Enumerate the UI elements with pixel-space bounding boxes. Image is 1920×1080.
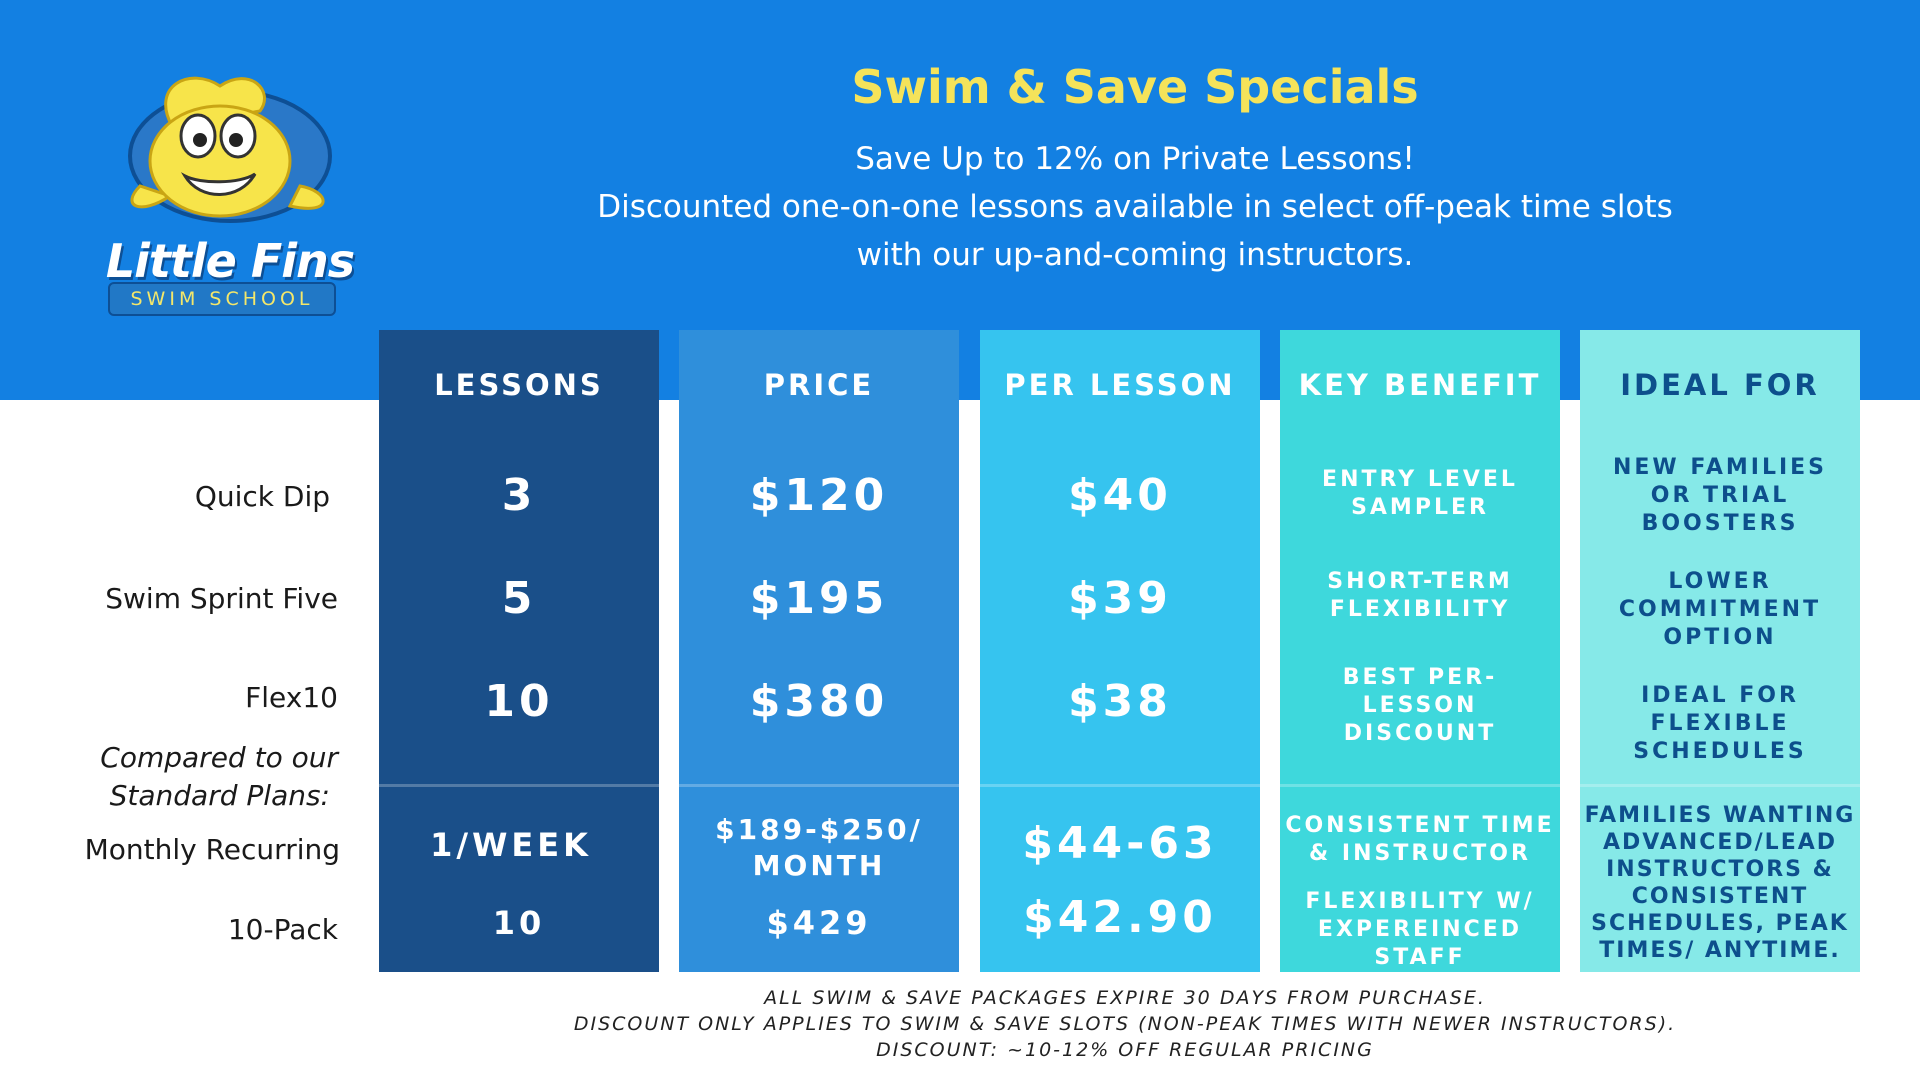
benefit-line: & INSTRUCTOR — [1309, 841, 1531, 866]
price-monthly-line: MONTH — [752, 849, 886, 882]
ideal-line: CONSISTENT — [1631, 884, 1809, 909]
ideal-line: OR TRIAL — [1650, 483, 1790, 508]
brand-tagline: SWIM SCHOOL — [130, 288, 314, 310]
lessons-monthly: 1/WEEK — [430, 826, 592, 864]
column-header-ideal-for: IDEAL FOR — [1620, 368, 1820, 402]
footer-line: ALL SWIM & SAVE PACKAGES EXPIRE 30 DAYS … — [764, 987, 1486, 1009]
benefit-line: STAFF — [1374, 945, 1466, 970]
fish-mascot-icon — [128, 76, 332, 223]
subtitle-line: with our up-and-coming instructors. — [856, 237, 1414, 273]
column-divider — [1580, 784, 1860, 787]
benefit-line: LESSON — [1362, 693, 1478, 718]
column-divider — [379, 784, 659, 787]
ideal-line: OPTION — [1663, 625, 1777, 650]
column-ideal-for: IDEAL FOR NEW FAMILIES OR TRIAL BOOSTERS… — [1580, 330, 1860, 972]
footer-line: DISCOUNT ONLY APPLIES TO SWIM & SAVE SLO… — [573, 1013, 1677, 1035]
column-header-key-benefit: KEY BENEFIT — [1298, 368, 1542, 402]
ideal-line: FLEXIBLE — [1650, 711, 1790, 736]
column-key-benefit: KEY BENEFIT ENTRY LEVEL SAMPLER SHORT-TE… — [1280, 330, 1560, 972]
ideal-line: ADVANCED/LEAD — [1602, 830, 1838, 855]
row-label-10-pack: 10-Pack — [227, 913, 338, 946]
ideal-flex10: IDEAL FOR FLEXIBLE SCHEDULES — [1580, 682, 1860, 766]
lessons-10-pack: 10 — [492, 904, 546, 942]
lessons-quick-dip: 3 — [501, 470, 537, 521]
ideal-line: IDEAL FOR — [1641, 683, 1799, 708]
ideal-line: COMMITMENT — [1618, 597, 1822, 622]
per-lesson-10-pack: $42.90 — [1023, 892, 1217, 943]
benefit-line: DISCOUNT — [1343, 721, 1497, 746]
brand-name: Little Fins — [105, 234, 355, 288]
column-divider — [980, 784, 1260, 787]
benefit-line: FLEXIBILITY W/ — [1305, 889, 1535, 914]
benefit-line: BEST PER- — [1342, 665, 1498, 690]
price-flex10: $380 — [749, 676, 889, 727]
benefit-monthly: CONSISTENT TIME & INSTRUCTOR — [1280, 812, 1560, 868]
column-per-lesson: PER LESSON $40 $39 $38 $44-63 $42.90 — [980, 330, 1260, 972]
price-monthly-line: $189-$250/ — [715, 813, 923, 846]
per-lesson-flex10: $38 — [1068, 676, 1172, 727]
row-label-swim-sprint-five: Swim Sprint Five — [105, 582, 338, 615]
benefit-line: ENTRY LEVEL — [1322, 467, 1518, 492]
ideal-line: SCHEDULES, PEAK — [1591, 911, 1849, 936]
ideal-line: SCHEDULES — [1633, 739, 1807, 764]
lessons-flex10: 10 — [484, 676, 554, 727]
benefit-line: CONSISTENT TIME — [1285, 813, 1555, 838]
per-lesson-quick-dip: $40 — [1068, 470, 1172, 521]
price-monthly: $189-$250/ MONTH — [679, 812, 959, 884]
ideal-quick-dip: NEW FAMILIES OR TRIAL BOOSTERS — [1580, 454, 1860, 538]
page-subtitle: Save Up to 12% on Private Lessons! Disco… — [440, 135, 1830, 279]
ideal-line: INSTRUCTORS & — [1606, 857, 1834, 882]
per-lesson-swim-sprint-five: $39 — [1068, 573, 1172, 624]
ideal-standard: FAMILIES WANTING ADVANCED/LEAD INSTRUCTO… — [1580, 802, 1860, 964]
benefit-quick-dip: ENTRY LEVEL SAMPLER — [1280, 466, 1560, 522]
column-header-per-lesson: PER LESSON — [1004, 368, 1236, 402]
footer-notes: ALL SWIM & SAVE PACKAGES EXPIRE 30 DAYS … — [380, 985, 1870, 1063]
column-divider — [679, 784, 959, 787]
row-label-monthly-recurring: Monthly Recurring — [84, 833, 340, 866]
column-header-lessons: LESSONS — [434, 368, 604, 402]
subtitle-line: Discounted one-on-one lessons available … — [597, 189, 1673, 225]
price-quick-dip: $120 — [749, 470, 889, 521]
ideal-line: BOOSTERS — [1641, 511, 1799, 536]
benefit-10-pack: FLEXIBILITY W/ EXPEREINCED STAFF — [1280, 888, 1560, 972]
price-swim-sprint-five: $195 — [749, 573, 889, 624]
column-price: PRICE $120 $195 $380 $189-$250/ MONTH $4… — [679, 330, 959, 972]
ideal-line: LOWER — [1668, 569, 1772, 594]
subtitle-line: Save Up to 12% on Private Lessons! — [855, 141, 1415, 177]
brand-tagline-box: SWIM SCHOOL — [108, 282, 336, 316]
column-header-price: PRICE — [763, 368, 875, 402]
ideal-line: FAMILIES WANTING — [1584, 803, 1856, 828]
benefit-line: FLEXIBILITY — [1329, 597, 1511, 622]
row-label-flex10: Flex10 — [245, 681, 338, 714]
footer-line: DISCOUNT: ~10-12% OFF REGULAR PRICING — [876, 1039, 1374, 1061]
row-label-quick-dip: Quick Dip — [194, 480, 330, 513]
per-lesson-monthly: $44-63 — [1022, 818, 1218, 869]
ideal-swim-sprint-five: LOWER COMMITMENT OPTION — [1580, 568, 1860, 652]
benefit-line: SHORT-TERM — [1327, 569, 1513, 594]
ideal-line: TIMES/ ANYTIME. — [1599, 938, 1841, 963]
benefit-swim-sprint-five: SHORT-TERM FLEXIBILITY — [1280, 568, 1560, 624]
benefit-line: EXPEREINCED — [1317, 917, 1523, 942]
page-title: Swim & Save Specials — [851, 60, 1419, 114]
benefit-flex10: BEST PER- LESSON DISCOUNT — [1280, 664, 1560, 748]
comparison-label-line2: Standard Plans: — [109, 779, 330, 812]
comparison-label-line1: Compared to our — [100, 741, 338, 774]
ideal-line: NEW FAMILIES — [1612, 455, 1828, 480]
column-lessons: LESSONS 3 5 10 1/WEEK 10 — [379, 330, 659, 972]
benefit-line: SAMPLER — [1351, 495, 1489, 520]
price-10-pack: $429 — [766, 904, 872, 942]
logo: Little Fins SWIM SCHOOL — [100, 66, 360, 326]
lessons-swim-sprint-five: 5 — [501, 573, 537, 624]
column-divider — [1280, 784, 1560, 787]
